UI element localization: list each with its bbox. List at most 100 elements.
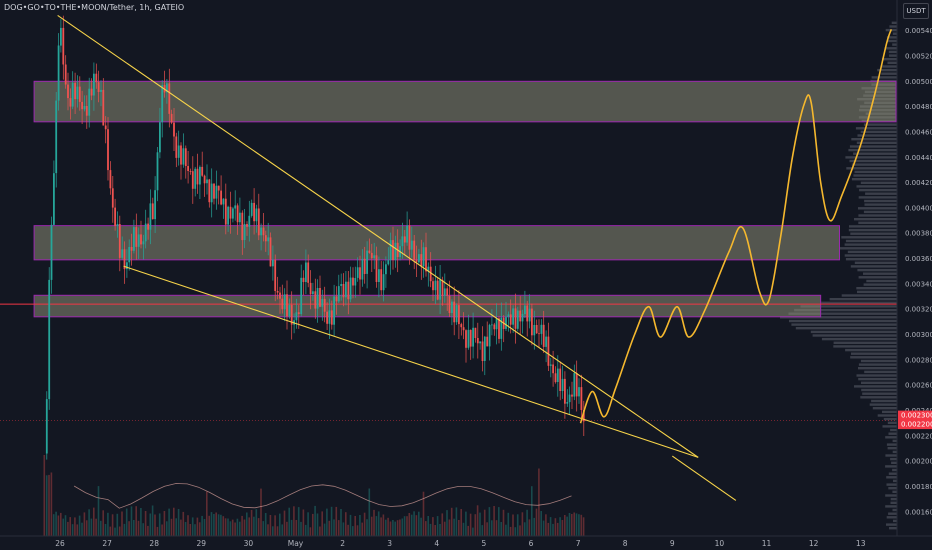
- volume-bar: [43, 455, 46, 536]
- x-tick-label: 13: [856, 539, 866, 548]
- volume-bar: [356, 525, 359, 536]
- candle-body: [118, 224, 121, 258]
- volume-bar: [413, 511, 415, 536]
- volume-bar: [95, 518, 97, 536]
- volume-bar: [380, 517, 382, 536]
- volume-bar: [314, 505, 316, 536]
- volume-bar: [476, 505, 479, 536]
- candle-body: [582, 410, 585, 422]
- candle-body: [234, 205, 237, 209]
- resistance-zone-3: [33, 294, 822, 318]
- candle-body: [149, 203, 152, 230]
- candle-body: [57, 45, 60, 101]
- candle-body: [333, 296, 335, 325]
- candle-body: [370, 252, 373, 259]
- volume-bar: [191, 517, 194, 536]
- volume-profile-bar: [891, 461, 897, 464]
- volume-bar: [274, 515, 276, 536]
- volume-bar: [392, 520, 394, 536]
- volume-profile-bar: [883, 417, 897, 421]
- volume-profile-bar: [862, 392, 897, 395]
- volume-bar: [377, 511, 380, 536]
- volume-profile-bar: [855, 127, 897, 130]
- volume-bar: [552, 523, 554, 536]
- candle-body: [133, 227, 135, 251]
- candle-body: [187, 166, 189, 171]
- candle-body: [213, 183, 215, 199]
- volume-profile-bar: [892, 468, 897, 472]
- candle-body: [422, 247, 425, 267]
- volume-bar: [201, 515, 203, 536]
- price-tag-label: 0.002200: [901, 421, 932, 429]
- x-tick-label: 5: [482, 539, 487, 548]
- volume-bar: [578, 514, 580, 536]
- volume-profile-bar: [858, 276, 897, 279]
- projection-path: [579, 29, 893, 424]
- volume-profile-bar: [858, 196, 897, 199]
- candle-body: [453, 301, 456, 323]
- candle-body: [330, 310, 333, 325]
- candle-body: [540, 324, 543, 334]
- candle-body: [491, 324, 493, 326]
- volume-bar: [137, 520, 140, 536]
- symbol-legend: DOG•GO•TO•THE•MOON/Tether, 1h, GATEIO: [4, 3, 185, 12]
- volume-profile-bar: [847, 250, 897, 254]
- candle-body: [281, 298, 284, 310]
- candle-body: [55, 100, 58, 174]
- time-axis-panel: [0, 536, 932, 550]
- volume-profile-bar: [887, 39, 897, 43]
- volume-bar: [177, 509, 180, 536]
- volume-bar: [323, 523, 326, 536]
- volume-bar: [71, 524, 74, 536]
- candle-body: [542, 324, 545, 347]
- volume-profile-bar: [885, 505, 897, 508]
- volume-bar: [74, 517, 76, 536]
- candle-body: [196, 168, 199, 185]
- volume-bar: [90, 518, 93, 536]
- volume-bar: [229, 521, 232, 536]
- volume-bar: [446, 510, 448, 536]
- candle-body: [342, 284, 345, 298]
- volume-profile-bar: [866, 279, 897, 283]
- x-tick-label: 26: [55, 539, 65, 548]
- volume-profile-bar: [882, 425, 897, 428]
- volume-bar: [88, 509, 90, 536]
- volume-bar: [76, 524, 79, 536]
- volume-bar: [450, 507, 453, 536]
- volume-bar: [57, 515, 60, 536]
- x-tick-label: 11: [762, 539, 772, 548]
- volume-profile-bar: [859, 188, 897, 192]
- candle-body: [76, 86, 79, 100]
- candle-body: [476, 338, 479, 344]
- volume-bar: [281, 524, 283, 536]
- candle-body: [62, 27, 65, 65]
- candle-body: [337, 286, 340, 302]
- volume-profile-bar: [892, 490, 897, 493]
- candle-body: [191, 171, 194, 189]
- x-tick-label: 27: [102, 539, 112, 548]
- volume-bar: [253, 516, 255, 536]
- volume-bar: [116, 513, 119, 536]
- volume-bar: [580, 514, 583, 536]
- volume-bar: [575, 513, 578, 536]
- volume-profile-bar: [833, 345, 897, 348]
- candle-body: [575, 373, 578, 397]
- candle-body: [104, 125, 107, 130]
- candle-body: [173, 122, 175, 137]
- volume-bar: [394, 521, 396, 536]
- volume-bar: [231, 519, 234, 536]
- volume-bar: [474, 514, 477, 536]
- volume-profile-bar: [888, 487, 897, 490]
- volume-profile-bar: [884, 47, 897, 50]
- candle-body: [415, 259, 418, 263]
- volume-bar: [427, 516, 429, 536]
- volume-profile-bar: [845, 348, 897, 352]
- candle-body: [151, 203, 154, 220]
- volume-bar: [514, 527, 517, 536]
- currency-button[interactable]: USDT: [903, 3, 929, 19]
- candle-body: [248, 215, 251, 227]
- candle-body: [538, 333, 540, 335]
